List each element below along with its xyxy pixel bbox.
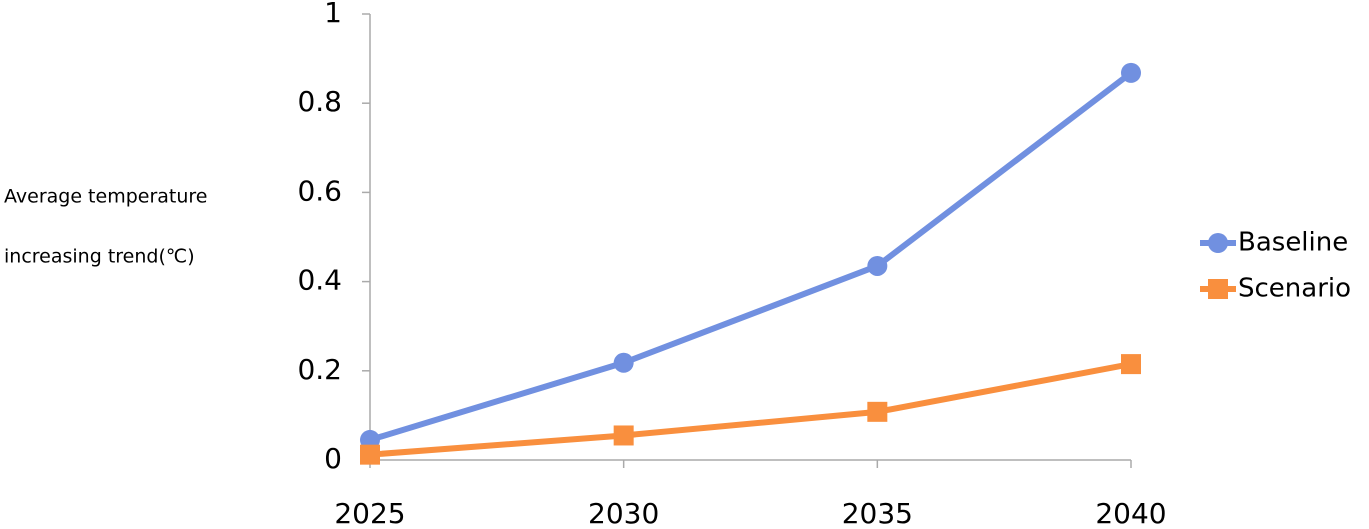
y-axis-label: increasing trend(℃)	[4, 246, 195, 268]
y-tick-label: 0.6	[297, 174, 342, 207]
legend-label: Scenario	[1238, 274, 1351, 304]
y-tick-label: 0.2	[297, 353, 342, 386]
y-tick-label: 1	[324, 0, 342, 29]
x-tick-label: 2025	[334, 497, 405, 529]
x-tick-label: 2040	[1095, 497, 1166, 529]
data-point	[613, 425, 634, 446]
y-tick-label: 0.8	[297, 85, 342, 118]
legend-label: Baseline	[1238, 228, 1348, 258]
y-tick-label: 0.4	[297, 264, 342, 297]
legend-marker	[1208, 233, 1228, 253]
legend-marker	[1208, 279, 1228, 299]
data-point	[1121, 354, 1141, 375]
data-point	[1121, 62, 1141, 83]
data-point	[360, 444, 380, 465]
data-point	[613, 352, 634, 373]
data-point	[867, 255, 888, 276]
y-axis-label: Average temperature	[4, 186, 208, 208]
x-tick-label: 2035	[842, 497, 913, 529]
x-tick-label: 2030	[588, 497, 659, 529]
y-tick-label: 0	[324, 442, 342, 475]
series-line	[369, 361, 1132, 458]
series-line	[369, 70, 1133, 443]
data-point	[867, 401, 888, 422]
